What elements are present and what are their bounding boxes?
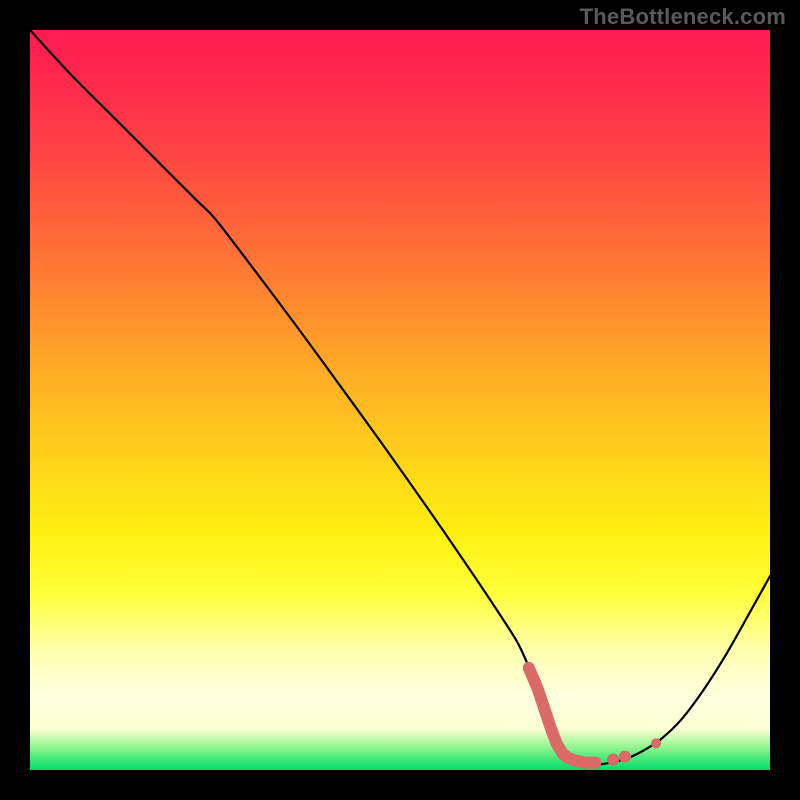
watermark-text: TheBottleneck.com: [580, 4, 786, 30]
highlight-dot: [651, 738, 661, 748]
plot-area: [30, 30, 770, 770]
chart-frame: TheBottleneck.com: [0, 0, 800, 800]
highlight-dot: [619, 751, 631, 763]
highlight-dot: [607, 754, 619, 766]
gradient-background: [30, 30, 770, 770]
chart-svg: [30, 30, 770, 770]
